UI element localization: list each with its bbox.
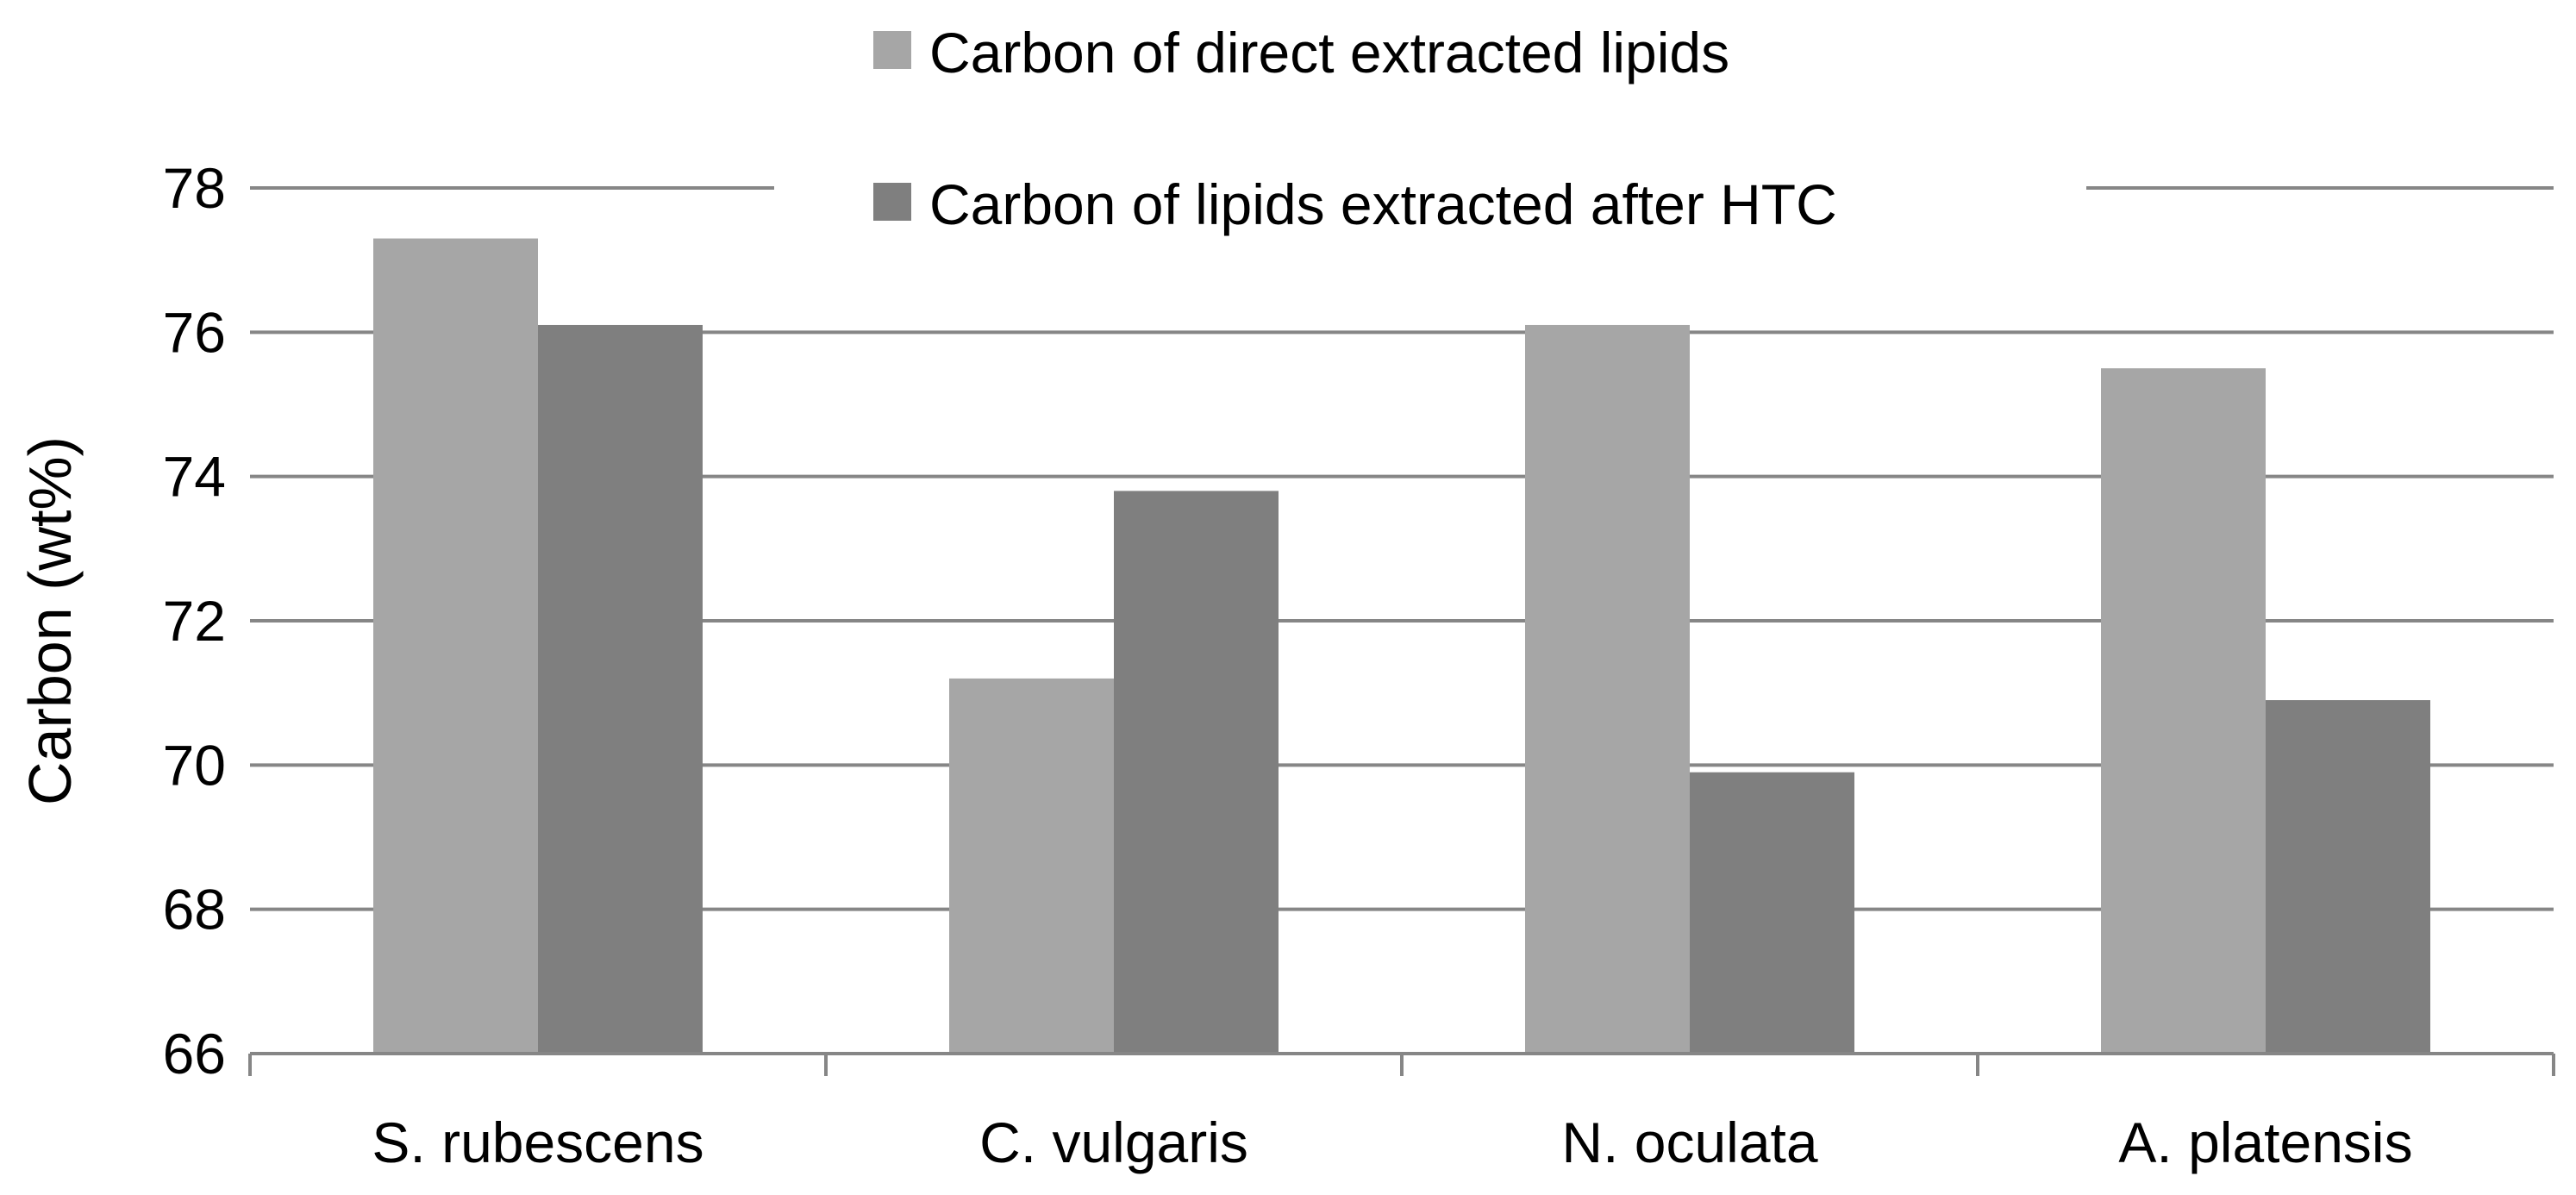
bar-after-htc-0 bbox=[538, 324, 703, 1054]
y-tick-label: 68 bbox=[163, 878, 226, 942]
legend-swatch-direct bbox=[873, 31, 911, 69]
x-category-label: N. oculata bbox=[1561, 1111, 1817, 1174]
legend-background bbox=[774, 0, 2086, 247]
bar-direct-1 bbox=[949, 678, 1114, 1054]
y-tick-label: 74 bbox=[163, 445, 226, 509]
y-tick-label: 78 bbox=[163, 156, 226, 220]
bars bbox=[373, 238, 2430, 1054]
bar-direct-0 bbox=[373, 238, 538, 1054]
x-category-label: S. rubescens bbox=[372, 1111, 703, 1174]
legend-label-direct: Carbon of direct extracted lipids bbox=[929, 21, 1729, 84]
axes: 66 68 70 72 74 76 78 S. rubescens C. vulgaris N. … bbox=[163, 156, 2555, 1174]
bar-direct-2 bbox=[1525, 324, 1690, 1054]
y-tick-label: 66 bbox=[163, 1022, 226, 1086]
legend-swatch-after-htc bbox=[873, 183, 911, 221]
y-tick-label: 72 bbox=[163, 589, 226, 653]
bar-after-htc-2 bbox=[1690, 772, 1854, 1054]
bar-after-htc-3 bbox=[2266, 700, 2430, 1054]
x-category-label: C. vulgaris bbox=[979, 1111, 1248, 1174]
x-category-label: A. platensis bbox=[2118, 1111, 2412, 1174]
y-axis-title: Carbon (wt%) bbox=[16, 436, 84, 805]
y-tick-label: 76 bbox=[163, 300, 226, 364]
legend: Carbon of direct extracted lipids Carbon … bbox=[774, 0, 2086, 247]
bar-direct-3 bbox=[2101, 368, 2266, 1054]
legend-label-after-htc: Carbon of lipids extracted after HTC bbox=[929, 172, 1837, 236]
y-tick-label: 70 bbox=[163, 733, 226, 797]
bar-after-htc-1 bbox=[1114, 491, 1279, 1054]
